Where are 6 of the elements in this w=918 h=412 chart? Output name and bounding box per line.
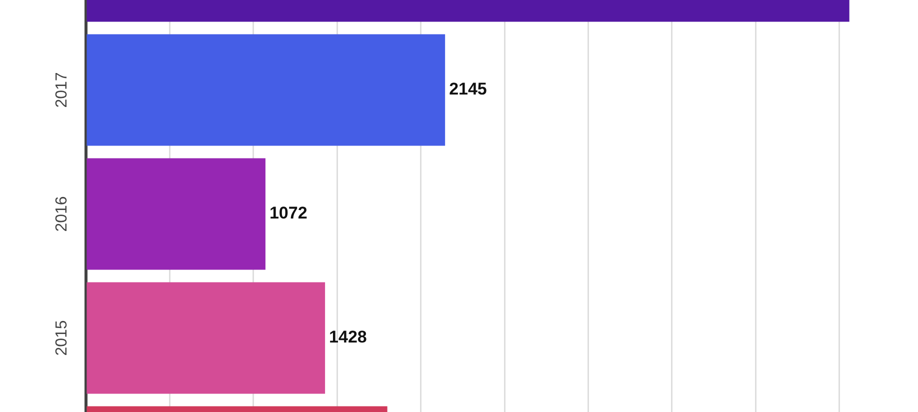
y-tick-label: 2017 bbox=[53, 72, 70, 108]
data-label: 1428 bbox=[329, 328, 367, 347]
data-label: 1072 bbox=[269, 204, 308, 223]
data-label: 2145 bbox=[449, 80, 487, 99]
y-tick-label: 2016 bbox=[53, 196, 70, 232]
y-tick-label: 2015 bbox=[53, 320, 70, 356]
